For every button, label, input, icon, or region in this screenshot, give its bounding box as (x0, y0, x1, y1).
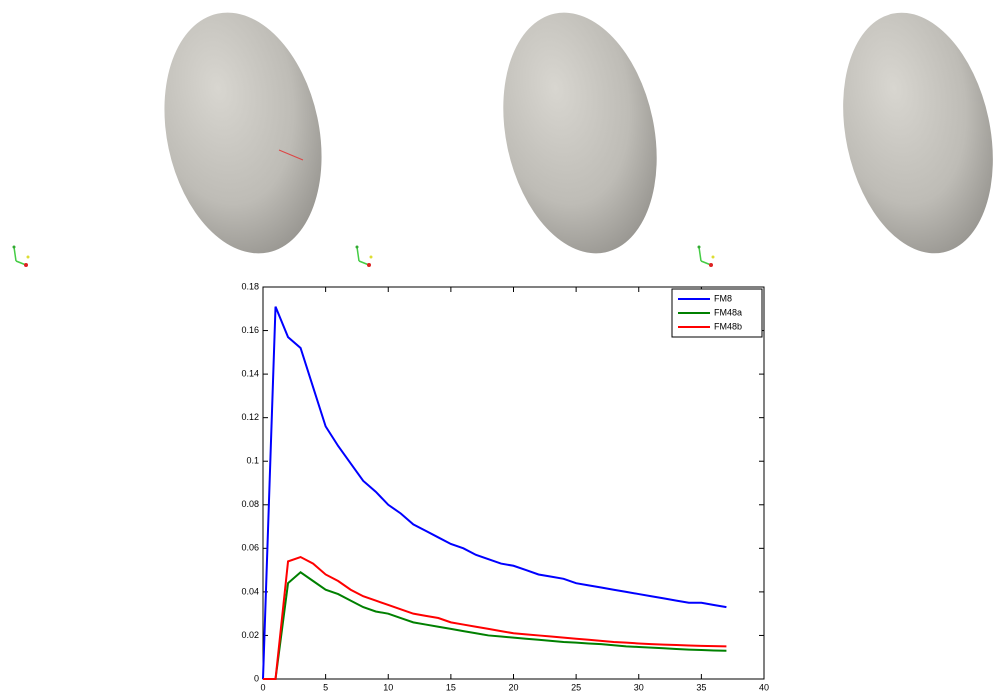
plot-frame (262, 286, 765, 680)
marker-line (278, 149, 304, 161)
egg-surface (843, 12, 993, 254)
x-tick-label: 5 (323, 682, 328, 692)
x-tick-label: 30 (634, 682, 644, 692)
x-tick-label: 0 (260, 682, 265, 692)
axes-glyph (12, 245, 30, 267)
y-tick-label: 0.08 (241, 499, 259, 509)
axes-glyph (355, 245, 373, 267)
y-tick-label: 0.14 (241, 368, 259, 378)
y-tick-label: 0.18 (241, 281, 259, 291)
render-view (355, 12, 657, 267)
legend-label: FM48a (714, 307, 742, 317)
x-tick-label: 40 (759, 682, 769, 692)
axes-glyph (697, 245, 715, 267)
render-view (697, 12, 993, 267)
y-tick-label: 0.02 (241, 630, 259, 640)
legend-box (671, 288, 763, 338)
x-tick-label: 10 (383, 682, 393, 692)
render-view (12, 12, 322, 267)
y-tick-label: 0.04 (241, 586, 259, 596)
x-tick-label: 15 (446, 682, 456, 692)
legend-label: FM8 (714, 293, 732, 303)
y-tick-label: 0.16 (241, 325, 259, 335)
x-tick-label: 35 (696, 682, 706, 692)
egg-surface (164, 12, 322, 254)
y-tick-label: 0.06 (241, 543, 259, 553)
x-tick-label: 25 (571, 682, 581, 692)
series-line (263, 571, 727, 680)
y-tick-label: 0.12 (241, 412, 259, 422)
y-tick-label: 0.1 (246, 456, 259, 466)
legend-label: FM48b (714, 321, 742, 331)
x-tick-label: 20 (508, 682, 518, 692)
series-line (263, 555, 727, 680)
y-tick-label: 0 (254, 673, 259, 683)
egg-surface (503, 12, 657, 254)
series-line (262, 306, 727, 680)
